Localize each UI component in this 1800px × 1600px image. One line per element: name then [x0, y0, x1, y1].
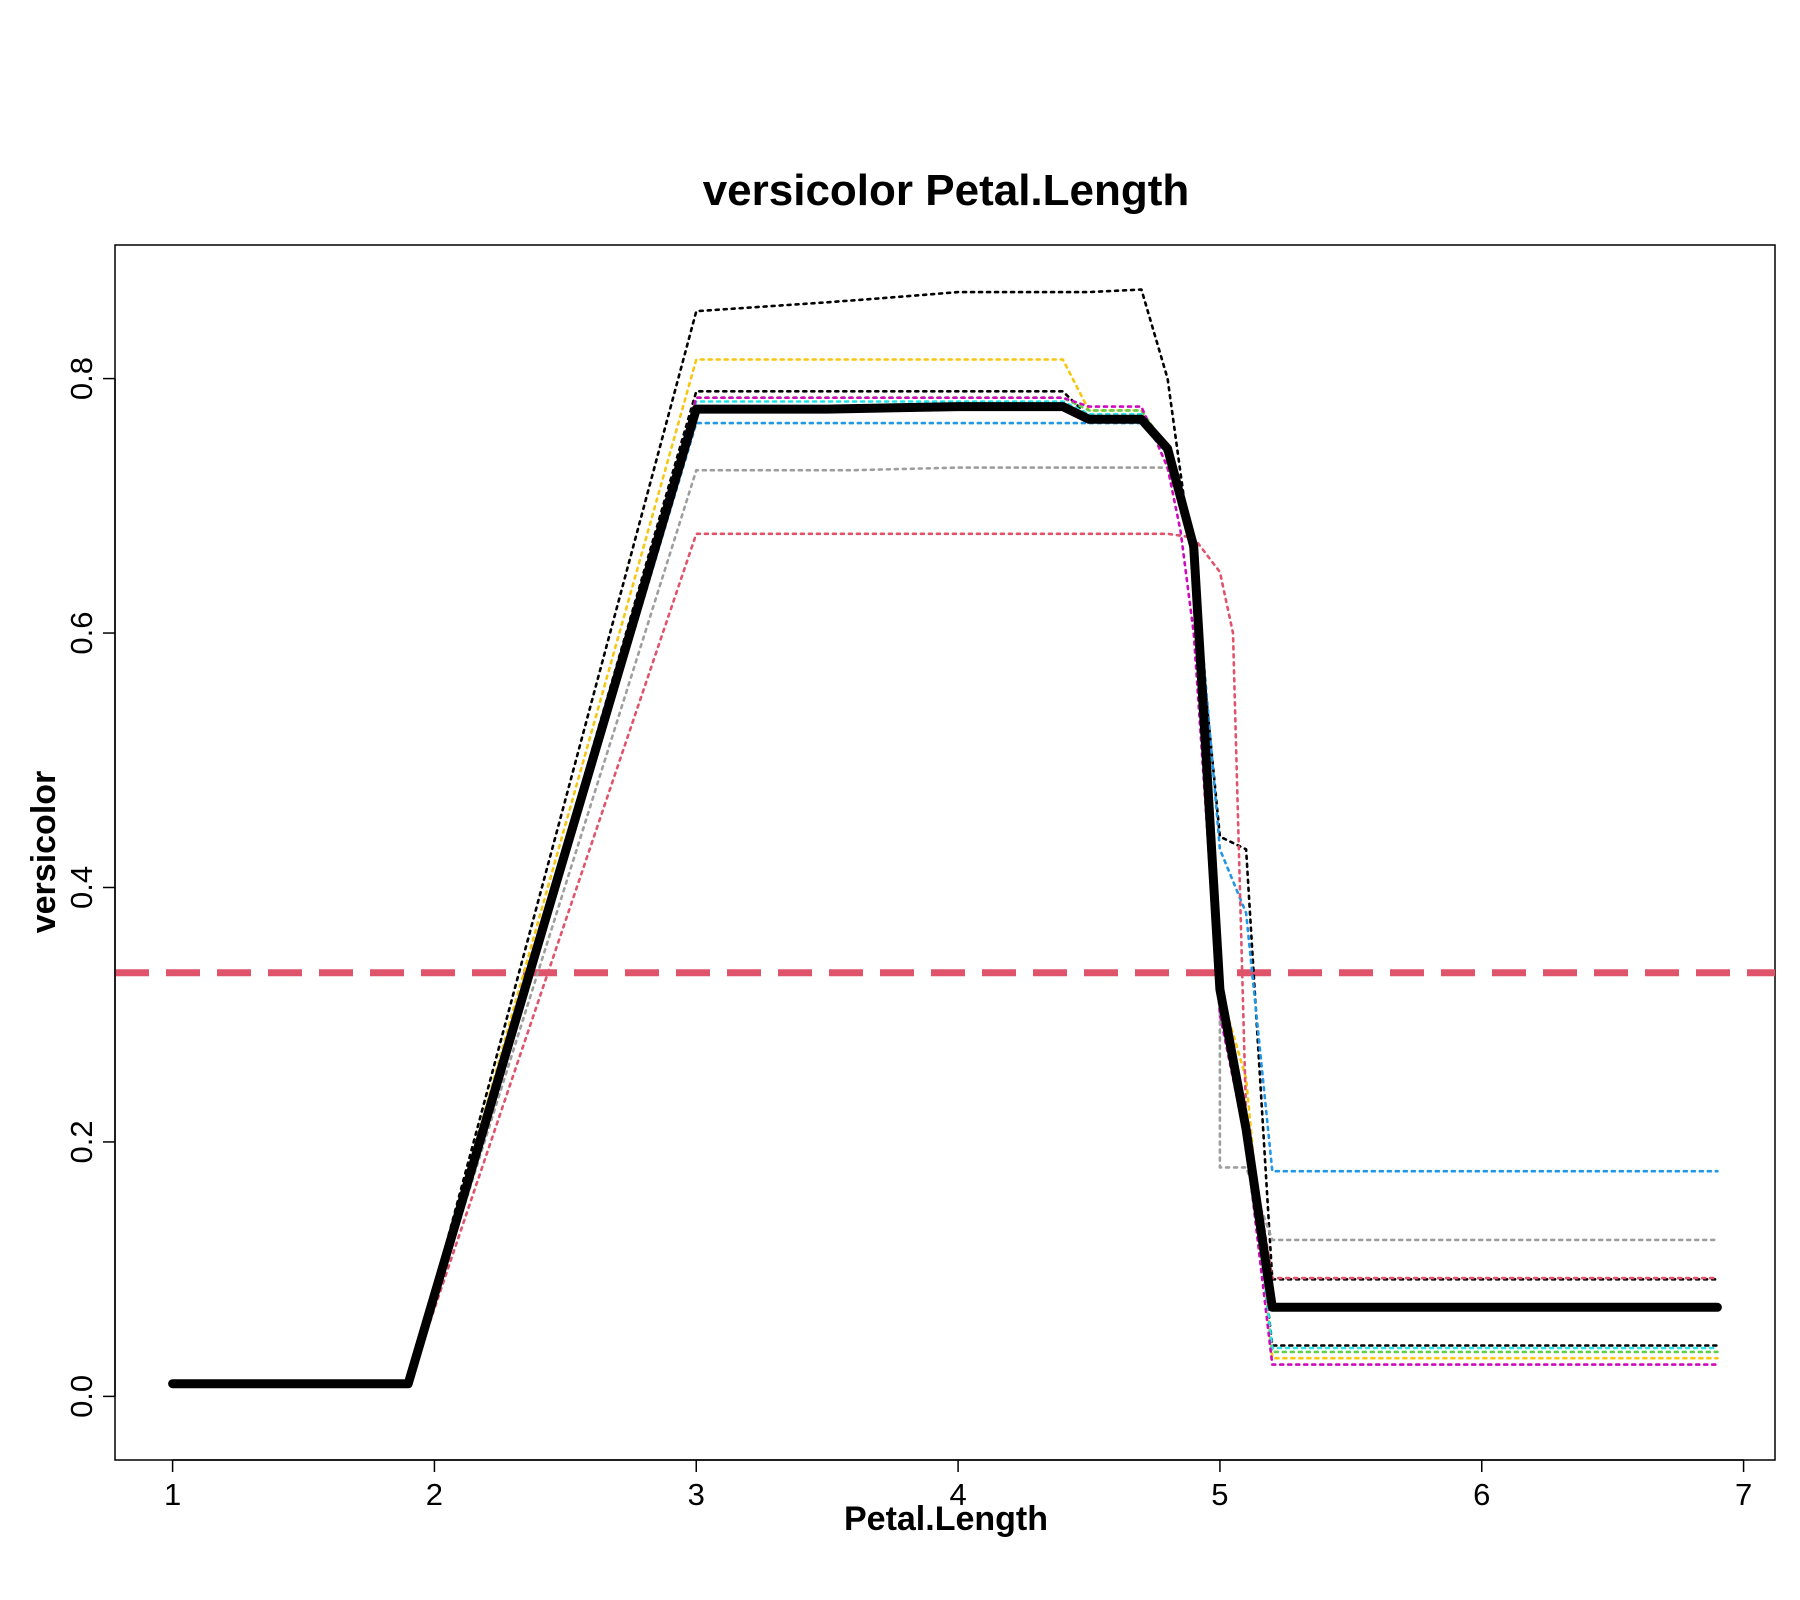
y-tick-label: 0.8 — [64, 357, 99, 400]
chart-title: versicolor Petal.Length — [703, 166, 1190, 215]
x-tick-label: 5 — [1211, 1477, 1228, 1512]
series-line-4 — [171, 396, 1719, 1385]
x-tick-label: 3 — [688, 1477, 705, 1512]
y-axis: 0.0 0.2 0.4 0.6 0.8 — [64, 357, 116, 1418]
series-line-8 — [171, 532, 1719, 1388]
series-line-average — [168, 402, 1722, 1389]
series-layer — [168, 288, 1722, 1389]
y-axis-label: versicolor — [25, 771, 63, 934]
y-tick-label: 0.6 — [64, 611, 99, 654]
x-tick-label: 2 — [426, 1477, 443, 1512]
y-tick-label: 0.2 — [64, 1120, 99, 1163]
x-tick-label: 1 — [164, 1477, 181, 1512]
x-axis-label: Petal.Length — [844, 1500, 1048, 1538]
series-line-5 — [171, 421, 1719, 1385]
y-tick-label: 0.0 — [64, 1375, 99, 1418]
series-line-3 — [171, 389, 1719, 1385]
x-tick-label: 7 — [1735, 1477, 1752, 1512]
series-line-9 — [171, 396, 1719, 1385]
series-line-6 — [171, 400, 1719, 1385]
series-line-2 — [171, 358, 1719, 1385]
y-tick-label: 0.4 — [64, 866, 99, 909]
x-axis: 1 2 3 4 5 6 7 — [164, 1459, 1752, 1512]
series-line-1 — [171, 288, 1719, 1388]
series-line-7 — [171, 466, 1719, 1385]
x-tick-label: 6 — [1473, 1477, 1490, 1512]
x-tick-label: 4 — [949, 1477, 966, 1512]
